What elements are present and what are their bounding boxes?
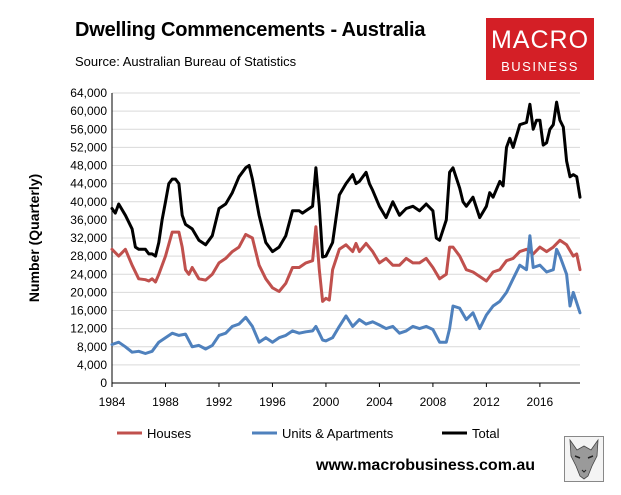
x-tick-label: 1992 (206, 395, 233, 409)
legend-label-houses: Houses (147, 426, 192, 441)
y-tick-label: 24,000 (70, 267, 107, 281)
x-tick-label: 1988 (152, 395, 179, 409)
chart-title: Dwelling Commencements - Australia (75, 19, 426, 41)
y-tick-label: 56,000 (70, 122, 107, 136)
x-tick-label: 1996 (259, 395, 286, 409)
x-tick-label: 2008 (420, 395, 447, 409)
x-tick-label: 2000 (313, 395, 340, 409)
y-tick-label: 4,000 (77, 358, 107, 372)
x-tick-label: 2012 (473, 395, 500, 409)
y-tick-label: 64,000 (70, 86, 107, 100)
y-tick-label: 48,000 (70, 159, 107, 173)
y-tick-label: 32,000 (70, 231, 107, 245)
y-tick-label: 44,000 (70, 177, 107, 191)
x-tick-label: 2016 (527, 395, 554, 409)
y-tick-label: 36,000 (70, 213, 107, 227)
y-tick-label: 0 (100, 376, 107, 390)
macrobusiness-logo: MACRO BUSINESS (486, 18, 594, 80)
y-tick-label: 60,000 (70, 104, 107, 118)
y-tick-label: 16,000 (70, 304, 107, 318)
legend-label-total: Total (472, 426, 500, 441)
logo-line-macro: MACRO (490, 26, 590, 54)
series-line-units-apartments (110, 234, 582, 355)
y-axis-title: Number (Quarterly) (26, 174, 42, 302)
y-tick-label: 20,000 (70, 285, 107, 299)
series-line-houses (110, 225, 582, 303)
legend-label-units-apartments: Units & Apartments (282, 426, 394, 441)
y-tick-label: 40,000 (70, 195, 107, 209)
chart-source: Source: Australian Bureau of Statistics (75, 54, 297, 69)
y-tick-label: 52,000 (70, 140, 107, 154)
series-line-total (110, 100, 582, 259)
website-url[interactable]: www.macrobusiness.com.au (316, 457, 536, 474)
y-tick-label: 8,000 (77, 340, 107, 354)
x-tick-label: 1984 (99, 395, 126, 409)
wolf-icon (564, 436, 604, 482)
y-tick-label: 28,000 (70, 249, 107, 263)
logo-line-business: BUSINESS (501, 59, 579, 74)
x-tick-label: 2004 (366, 395, 393, 409)
y-tick-label: 12,000 (70, 322, 107, 336)
